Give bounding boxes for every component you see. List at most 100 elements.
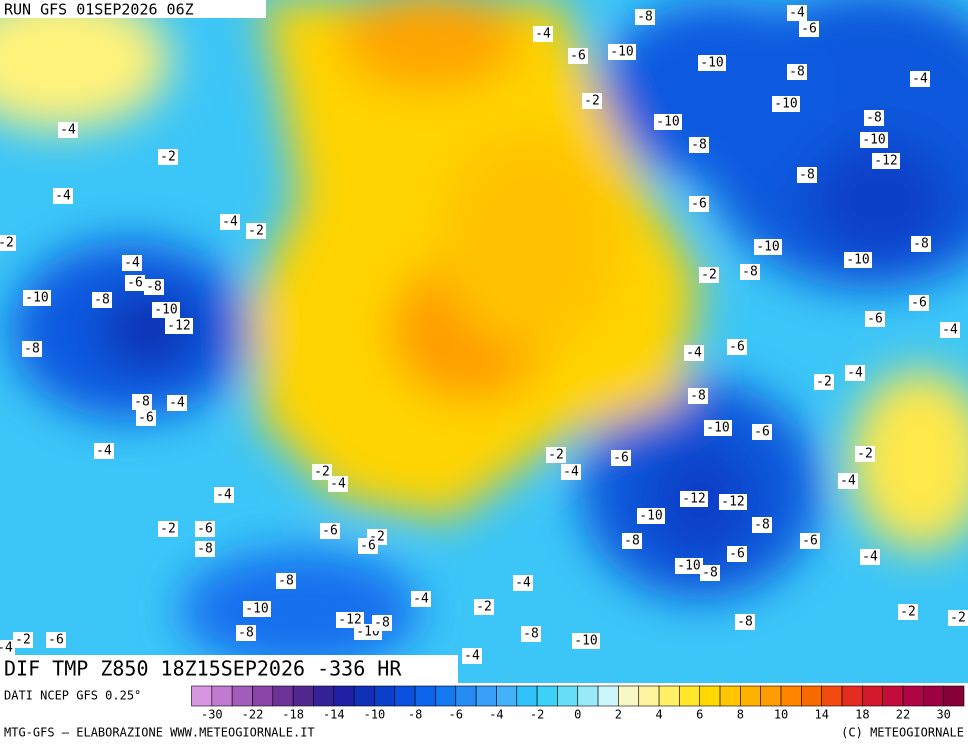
contour-label: -2 — [816, 375, 832, 390]
contour-label: -10 — [706, 421, 729, 436]
contour-label-box — [654, 114, 682, 130]
contour-label: -2 — [248, 224, 264, 239]
colorbar-box — [638, 685, 660, 707]
contour-label-box — [727, 546, 747, 562]
contour-label-box — [864, 110, 884, 126]
contour-label: -10 — [700, 56, 723, 71]
contour-label-box — [92, 292, 112, 308]
colorbar-box — [292, 685, 314, 707]
contour-label: -8 — [637, 10, 653, 25]
colorbar-tick-label: -2 — [530, 708, 544, 722]
contour-label-box — [53, 188, 73, 204]
contour-label: -4 — [912, 72, 928, 87]
colorbar-box — [313, 685, 335, 707]
contour-label-box — [910, 71, 930, 87]
contour-label: -4 — [330, 477, 346, 492]
contour-label: -4 — [55, 189, 71, 204]
contour-label-box — [845, 365, 865, 381]
colorbar-box — [760, 685, 782, 707]
contour-label: -4 — [96, 444, 112, 459]
colorbar-box — [618, 685, 640, 707]
contour-label: -2 — [701, 268, 717, 283]
contour-label-box — [58, 122, 78, 138]
contour-label-box — [152, 302, 180, 318]
run-box — [0, 0, 266, 18]
contour-label-box — [132, 394, 152, 410]
contour-label: -8 — [691, 138, 707, 153]
colorbar-box — [252, 685, 274, 707]
contour-label: -2 — [160, 522, 176, 537]
contour-label: -6 — [729, 547, 745, 562]
contour-label: -8 — [146, 280, 162, 295]
contour-label: -8 — [866, 111, 882, 126]
contour-label-box — [611, 450, 631, 466]
contour-label: -6 — [127, 276, 143, 291]
contour-label-box — [546, 447, 566, 463]
contour-label: -4 — [124, 256, 140, 271]
contour-label-box — [474, 599, 494, 615]
contour-label-box — [948, 610, 968, 626]
colorbar-box — [862, 685, 883, 707]
colorbar-box — [699, 685, 721, 707]
contour-label: -2 — [857, 447, 873, 462]
contour-label: -6 — [48, 633, 64, 648]
contour-label-box — [195, 541, 215, 557]
colorbar-tick-label: -14 — [323, 708, 345, 722]
colorbar-box — [536, 685, 558, 707]
colorbar-tick-label: 4 — [655, 708, 662, 722]
contour-label-box — [800, 533, 820, 549]
contour-label: -8 — [624, 534, 640, 549]
contour-label-box — [838, 473, 858, 489]
contour-label-box — [320, 523, 340, 539]
colorbar-tick-label: -4 — [489, 708, 503, 722]
contour-label-box — [680, 491, 708, 507]
contour-label: -6 — [729, 340, 745, 355]
colorbar-tick-label: -18 — [282, 708, 304, 722]
map-title: DIF TMP Z850 18Z15SEP2026 -336 HR — [4, 657, 402, 681]
contour-label-box — [772, 96, 800, 112]
contour-label: -2 — [900, 605, 916, 620]
contour-label-box — [0, 640, 15, 656]
contour-label-box — [513, 575, 533, 591]
colorbar-tick-label: 18 — [855, 708, 869, 722]
contour-label: -4 — [515, 576, 531, 591]
colorbar-tick-label: -6 — [449, 708, 463, 722]
contour-label-box — [372, 615, 392, 631]
contour-label-box — [167, 395, 187, 411]
contour-label: -6 — [801, 22, 817, 37]
contour-label-box — [689, 137, 709, 153]
contour-label-box — [122, 255, 142, 271]
contour-label: -2 — [548, 448, 564, 463]
contour-label-box — [787, 64, 807, 80]
colorbar-box — [821, 685, 843, 707]
contour-label: -8 — [94, 293, 110, 308]
colorbar-box — [801, 685, 822, 707]
colorbar-box — [475, 685, 497, 707]
contour-label: -8 — [690, 389, 706, 404]
contour-label: -10 — [154, 303, 177, 318]
colorbar-box — [435, 685, 457, 707]
colorbar-box — [719, 685, 741, 707]
contour-label: -12 — [721, 495, 744, 510]
contour-label: -4 — [847, 366, 863, 381]
colorbar-box — [902, 685, 924, 707]
contour-label-box — [236, 625, 256, 641]
contour-label: -10 — [656, 115, 679, 130]
contour-label-box — [797, 167, 817, 183]
contour-label-box — [328, 476, 348, 492]
contour-label: -4 — [60, 123, 76, 138]
contour-label-box — [898, 604, 918, 620]
colorbar-box — [557, 685, 579, 707]
contour-label-box — [635, 9, 655, 25]
colorbar-tick-label: 0 — [574, 708, 581, 722]
contour-label: -4 — [413, 592, 429, 607]
contour-label: -10 — [25, 291, 48, 306]
contour-label-box — [165, 318, 193, 334]
contour-label: -4 — [789, 6, 805, 21]
colorbar-box — [577, 685, 599, 707]
colorbar-tick-label: 10 — [774, 708, 788, 722]
contour-label: -8 — [523, 627, 539, 642]
contour-label-box — [844, 252, 872, 268]
footer-right: (C) METEOGIORNALE — [841, 726, 964, 740]
contour-label: -6 — [197, 522, 213, 537]
